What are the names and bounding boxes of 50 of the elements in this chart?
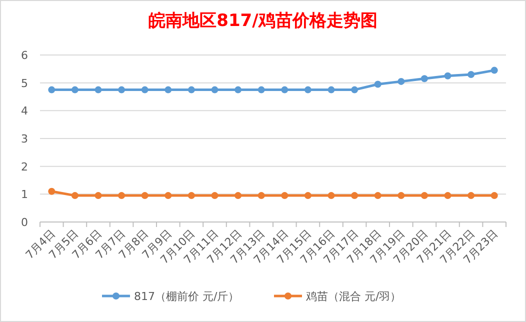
ytick: 0 [21, 216, 28, 229]
point [94, 192, 102, 200]
point [328, 86, 335, 94]
point [258, 192, 265, 200]
title: 皖南地区817/鸡苗价格走势图 [148, 11, 378, 31]
point [351, 192, 358, 200]
point [48, 188, 56, 195]
point [420, 75, 428, 82]
point [118, 192, 126, 200]
point [328, 192, 335, 200]
point [141, 192, 148, 200]
point [398, 192, 405, 200]
ytick: 1 [21, 188, 28, 202]
point [304, 192, 312, 200]
point [118, 86, 126, 94]
point [444, 192, 452, 200]
point [374, 192, 382, 200]
point [94, 86, 102, 94]
point [468, 70, 475, 78]
point [258, 86, 265, 94]
point [351, 86, 358, 94]
point [234, 192, 242, 200]
point [234, 86, 242, 94]
point [71, 192, 78, 200]
ytick: 5 [21, 76, 28, 90]
point [211, 86, 218, 94]
point [468, 192, 475, 200]
point [141, 86, 148, 94]
point [281, 86, 288, 94]
point [374, 80, 382, 88]
point [444, 72, 452, 80]
ytick: 6 [21, 49, 28, 62]
point [304, 86, 312, 94]
point [164, 192, 172, 200]
ytick: 3 [21, 132, 28, 146]
ytick: 4 [21, 104, 28, 118]
point [211, 192, 218, 200]
point [48, 86, 56, 94]
legend-label: 鸡苗（混合 元/羽） [305, 290, 402, 303]
point [490, 192, 498, 200]
point [420, 192, 428, 200]
legend-label: 817（棚前价 元/斤） [134, 290, 240, 303]
point [281, 192, 288, 200]
point [188, 86, 195, 94]
point [164, 86, 172, 94]
point [188, 192, 195, 200]
point [71, 86, 78, 94]
point [490, 66, 498, 74]
ytick: 2 [21, 160, 28, 174]
point [398, 78, 405, 85]
